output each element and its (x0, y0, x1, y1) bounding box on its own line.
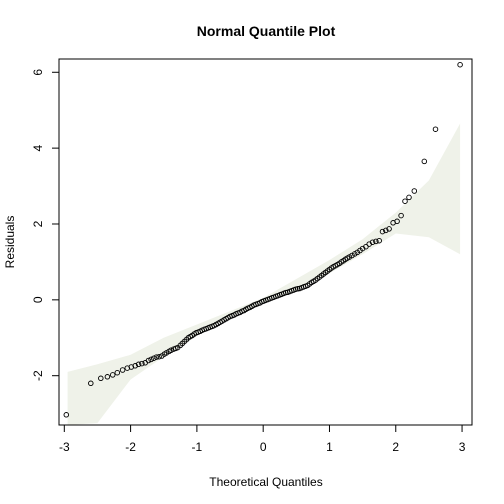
data-point (432, 126, 439, 132)
y-tick-label: 2 (31, 220, 45, 227)
x-tick-label: -2 (125, 440, 136, 454)
data-point (151, 355, 157, 361)
y-axis: -2 0 2 4 6 (31, 69, 59, 381)
data-point (119, 367, 126, 373)
data-point (104, 374, 111, 380)
data-point (132, 363, 138, 369)
data-point (114, 369, 121, 376)
x-tick-label: 3 (459, 440, 466, 454)
data-point (402, 198, 408, 204)
data-point (294, 286, 301, 292)
data-point (145, 357, 152, 364)
x-tick-label: 0 (260, 440, 267, 454)
data-point (168, 347, 174, 354)
x-tick-label: -1 (192, 440, 203, 454)
confidence-band (67, 123, 461, 425)
data-point (63, 412, 70, 418)
y-tick-label: -2 (31, 370, 45, 381)
data-point (98, 375, 104, 382)
data-point (379, 228, 386, 235)
x-tick-label: -3 (59, 440, 70, 454)
data-point (292, 286, 299, 292)
data-point (406, 194, 412, 201)
chart-title: Normal Quantile Plot (197, 23, 336, 39)
data-point (373, 238, 379, 245)
plot-frame (58, 58, 473, 426)
y-tick-label: 6 (31, 69, 45, 76)
x-tick-label: 1 (326, 440, 333, 454)
data-point (398, 212, 404, 219)
data-point (349, 252, 355, 259)
data-point (156, 353, 162, 360)
data-point (363, 243, 369, 250)
data-point (139, 360, 145, 367)
data-point (109, 372, 116, 378)
data-point (153, 354, 160, 360)
data-point (88, 380, 94, 387)
data-point (148, 356, 154, 363)
x-tick-label: 2 (392, 440, 399, 454)
y-axis-label: Residuals (3, 216, 17, 269)
data-point (394, 218, 400, 225)
data-point (376, 237, 382, 244)
points-layer (63, 61, 463, 418)
data-point (386, 226, 392, 232)
x-axis: -3 -2 -1 0 1 2 3 (59, 425, 466, 454)
data-point (135, 361, 142, 368)
data-point (457, 61, 463, 68)
confidence-band-area (67, 123, 461, 425)
y-tick-label: 4 (31, 144, 45, 151)
data-point (421, 158, 428, 165)
y-tick-label: 0 (31, 296, 45, 303)
data-point (383, 227, 389, 234)
x-axis-label: Theoretical Quantiles (209, 475, 322, 489)
data-point (369, 239, 376, 245)
data-point (411, 188, 418, 194)
